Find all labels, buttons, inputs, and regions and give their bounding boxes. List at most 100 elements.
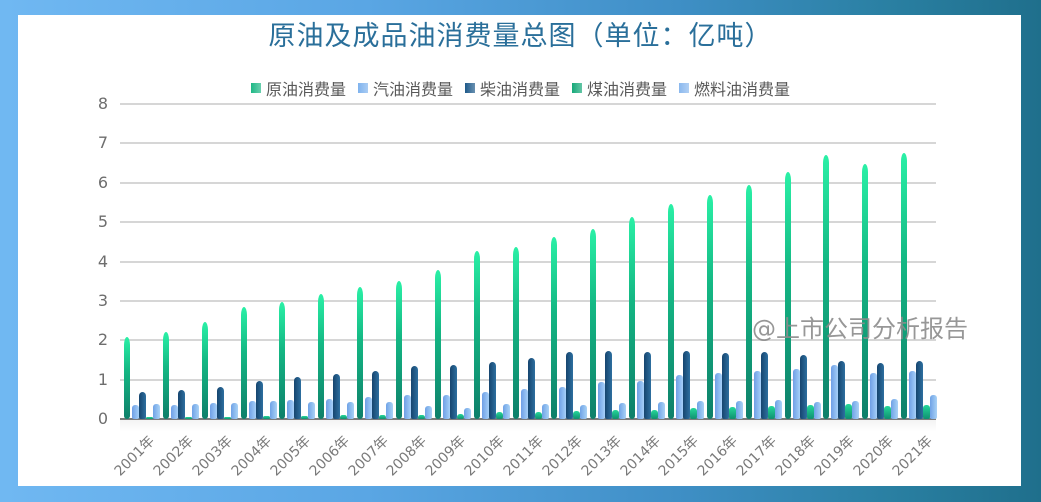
bar-2[interactable] (333, 373, 341, 419)
bar-4[interactable] (308, 402, 316, 419)
bar-1[interactable] (481, 391, 489, 419)
bar-4[interactable] (463, 407, 471, 419)
bar-3[interactable] (651, 409, 659, 419)
bar-2[interactable] (916, 360, 924, 419)
legend-item[interactable]: 煤油消费量 (572, 76, 667, 100)
bar-4[interactable] (813, 402, 821, 419)
bar-1[interactable] (326, 398, 334, 419)
bar-1[interactable] (559, 387, 567, 419)
bar-2[interactable] (644, 351, 652, 419)
bar-3[interactable] (262, 416, 270, 419)
bar-0[interactable] (357, 287, 364, 419)
bar-4[interactable] (697, 400, 704, 419)
bar-0[interactable] (862, 163, 869, 419)
legend-item[interactable]: 汽油消费量 (357, 76, 453, 100)
bar-3[interactable] (340, 415, 348, 419)
bar-4[interactable] (502, 404, 510, 419)
bar-1[interactable] (442, 394, 450, 419)
bar-3[interactable] (534, 411, 542, 419)
bar-3[interactable] (456, 413, 464, 419)
bar-4[interactable] (230, 403, 238, 419)
bar-4[interactable] (541, 404, 549, 419)
bar-0[interactable] (434, 270, 441, 419)
bar-3[interactable] (728, 407, 736, 419)
bar-1[interactable] (753, 370, 761, 419)
bar-1[interactable] (520, 389, 528, 419)
bar-2[interactable] (760, 352, 768, 419)
bar-1[interactable] (132, 405, 139, 419)
bar-2[interactable] (799, 354, 807, 419)
bar-3[interactable] (379, 415, 387, 419)
bar-2[interactable] (216, 386, 224, 419)
bar-0[interactable] (901, 152, 908, 419)
bar-1[interactable] (598, 382, 606, 419)
bar-4[interactable] (658, 402, 666, 419)
legend-item[interactable]: 原油消费量 (250, 76, 346, 100)
bar-0[interactable] (745, 185, 752, 419)
bar-4[interactable] (930, 394, 938, 419)
bar-1[interactable] (637, 380, 645, 419)
bar-2[interactable] (488, 361, 496, 419)
bar-1[interactable] (870, 373, 878, 419)
bar-2[interactable] (372, 370, 380, 419)
bar-4[interactable] (619, 403, 627, 419)
bar-0[interactable] (318, 293, 325, 419)
bar-2[interactable] (139, 391, 146, 419)
bar-3[interactable] (301, 415, 309, 419)
bar-1[interactable] (831, 365, 839, 419)
bar-0[interactable] (784, 172, 791, 419)
bar-2[interactable] (527, 357, 535, 419)
bar-0[interactable] (823, 155, 830, 419)
bar-2[interactable] (255, 380, 263, 419)
bar-0[interactable] (162, 331, 169, 419)
bar-4[interactable] (852, 400, 860, 419)
bar-4[interactable] (191, 404, 199, 419)
bar-0[interactable] (706, 195, 713, 419)
bar-2[interactable] (838, 360, 846, 419)
bar-3[interactable] (806, 404, 814, 419)
bar-3[interactable] (146, 416, 153, 419)
bar-4[interactable] (774, 400, 782, 419)
bar-0[interactable] (512, 246, 519, 419)
bar-4[interactable] (425, 406, 432, 419)
bar-0[interactable] (551, 237, 558, 419)
bar-3[interactable] (418, 414, 425, 419)
bar-4[interactable] (153, 404, 160, 419)
bar-0[interactable] (629, 217, 636, 419)
bar-1[interactable] (792, 368, 800, 419)
bar-1[interactable] (676, 374, 683, 419)
bar-1[interactable] (248, 400, 256, 419)
bar-2[interactable] (177, 389, 185, 419)
bar-1[interactable] (909, 371, 917, 419)
bar-1[interactable] (209, 403, 217, 419)
legend-item[interactable]: 柴油消费量 (464, 76, 560, 100)
bar-0[interactable] (240, 307, 247, 419)
bar-3[interactable] (612, 410, 620, 419)
bar-1[interactable] (365, 396, 373, 419)
bar-2[interactable] (411, 366, 418, 419)
bar-3[interactable] (495, 411, 503, 419)
bar-2[interactable] (683, 351, 690, 419)
bar-1[interactable] (170, 405, 178, 419)
bar-3[interactable] (184, 416, 192, 419)
bar-4[interactable] (735, 400, 743, 419)
bar-4[interactable] (891, 399, 899, 419)
bar-0[interactable] (590, 228, 597, 419)
bar-2[interactable] (877, 363, 885, 419)
bar-2[interactable] (566, 352, 574, 419)
bar-1[interactable] (714, 372, 722, 419)
bar-1[interactable] (287, 400, 295, 419)
bar-4[interactable] (269, 400, 277, 419)
bar-0[interactable] (668, 203, 674, 419)
bar-3[interactable] (845, 403, 853, 419)
bar-2[interactable] (721, 352, 729, 419)
bar-2[interactable] (449, 365, 457, 419)
bar-2[interactable] (605, 351, 613, 419)
bar-0[interactable] (201, 322, 208, 419)
bar-3[interactable] (767, 406, 775, 419)
bar-3[interactable] (690, 408, 697, 419)
bar-3[interactable] (923, 404, 931, 419)
bar-0[interactable] (473, 250, 480, 419)
bar-4[interactable] (386, 402, 394, 419)
bar-3[interactable] (223, 416, 231, 419)
